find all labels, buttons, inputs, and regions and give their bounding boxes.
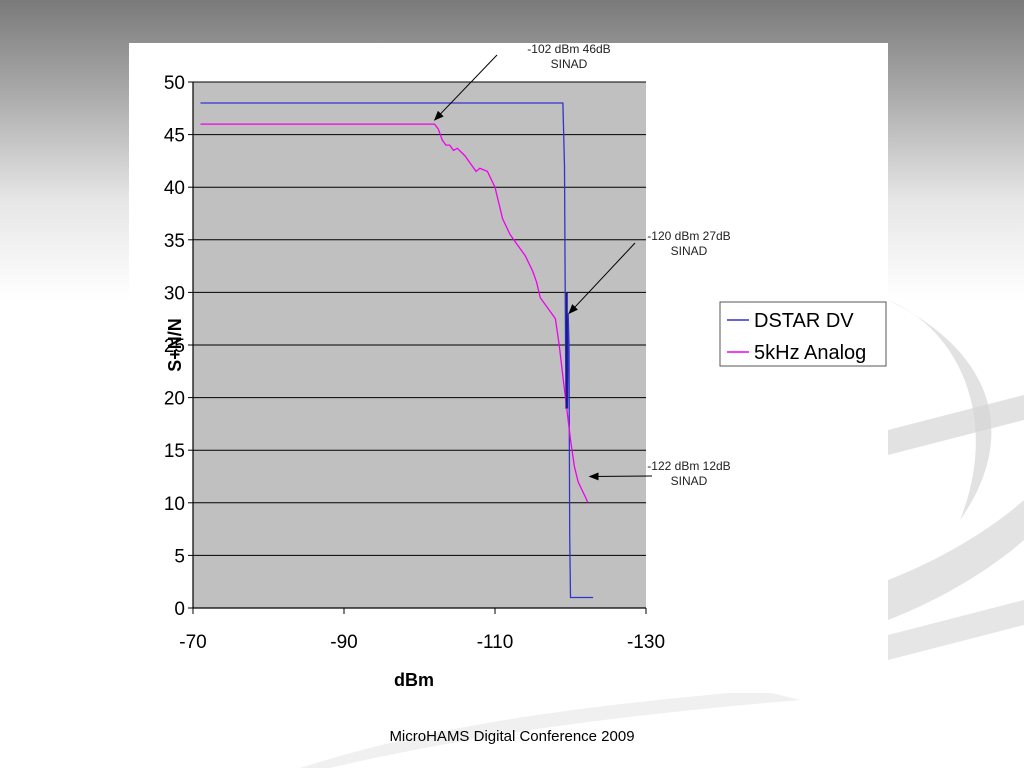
slide-footer: MicroHAMS Digital Conference 2009 (389, 728, 635, 745)
y-tick-label: 40 (164, 178, 185, 199)
y-tick-label: 50 (164, 73, 185, 94)
y-tick-label: 0 (174, 599, 185, 620)
annotation-label: -120 dBm 27dB (647, 229, 730, 243)
x-tick-label: -90 (330, 632, 357, 653)
x-tick-label: -130 (627, 632, 665, 653)
x-tick-label: -70 (179, 632, 206, 653)
gridlines (193, 81, 646, 556)
y-tick-label: 25 (164, 336, 185, 357)
y-tick-label: 15 (164, 441, 185, 462)
x-tick-label: -110 (477, 632, 514, 653)
annotation-label: SINAD (671, 474, 708, 488)
chart: 0 5 10 15 20 25 30 35 40 45 50 -70 -90 -110 -130 -102 … (164, 43, 887, 690)
axes: 0 5 10 15 20 25 30 35 40 45 50 -70 -90 -110 -130 (164, 73, 665, 653)
y-tick-label: 45 (164, 126, 185, 147)
chart-panel: 0 5 10 15 20 25 30 35 40 45 50 -70 -90 -110 -130 -102 … (129, 43, 888, 693)
annotation-label: -102 dBm 46dB (527, 43, 610, 56)
y-tick-label: 20 (164, 389, 185, 410)
legend-label: 5kHz Analog (754, 342, 866, 364)
legend-box (719, 301, 887, 367)
annotation-arrow (588, 472, 653, 481)
annotation-label: SINAD (551, 57, 588, 71)
y-tick-label: 30 (164, 283, 185, 304)
y-tick-label: 10 (164, 494, 185, 515)
y-tick-label: 35 (164, 231, 185, 252)
x-axis-label: dBm (394, 670, 434, 690)
annotation-label: SINAD (671, 244, 708, 258)
y-tick-label: 5 (174, 546, 185, 567)
series-layer (200, 102, 594, 599)
y-axis-label: S+N/N (165, 318, 185, 372)
annotation-label: -122 dBm 12dB (647, 459, 730, 473)
annotation-arrow (433, 54, 498, 121)
legend: DSTAR DV 5kHz Analog (719, 301, 887, 367)
annotation-arrow (568, 242, 636, 315)
legend-label: DSTAR DV (754, 310, 854, 332)
